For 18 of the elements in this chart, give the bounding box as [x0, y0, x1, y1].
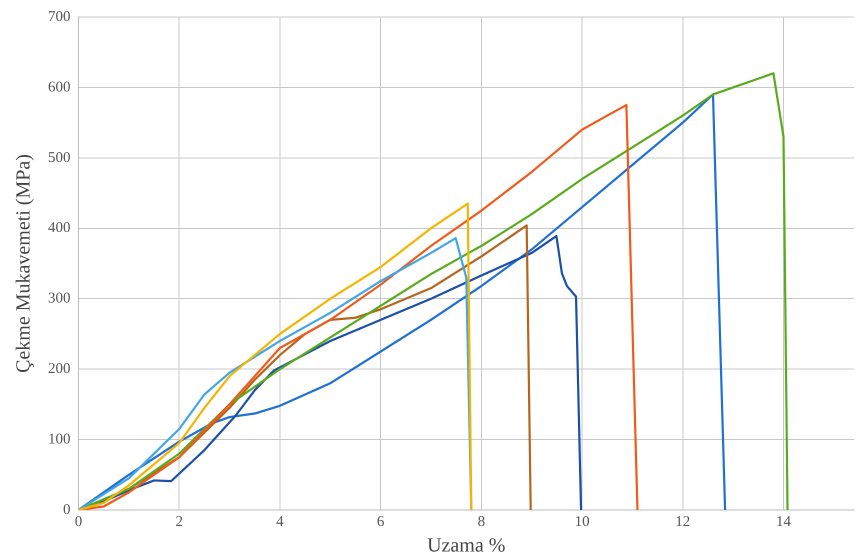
x-axis-title: Uzama %: [427, 534, 506, 556]
y-axis-title: Çekme Mukavemeti (MPa): [12, 154, 34, 373]
y-tick-label: 700: [48, 8, 70, 25]
x-tick-label: 4: [276, 514, 284, 530]
y-tick-label: 300: [48, 290, 70, 307]
y-tick-label: 400: [48, 220, 70, 236]
y-tick-label: 500: [48, 150, 70, 166]
y-tick-label: 600: [48, 79, 70, 96]
y-tick-label: 200: [48, 361, 70, 378]
x-tick-label: 12: [675, 514, 690, 530]
y-tick-label: 100: [48, 432, 70, 448]
x-tick-label: 10: [574, 514, 590, 530]
x-tick-label: 2: [175, 514, 183, 530]
x-tick-label: 0: [74, 514, 82, 530]
y-tick-label: 0: [63, 502, 70, 518]
x-tick-label: 8: [478, 514, 486, 530]
x-tick-label: 14: [776, 514, 792, 530]
x-tick-label: 6: [376, 514, 385, 530]
